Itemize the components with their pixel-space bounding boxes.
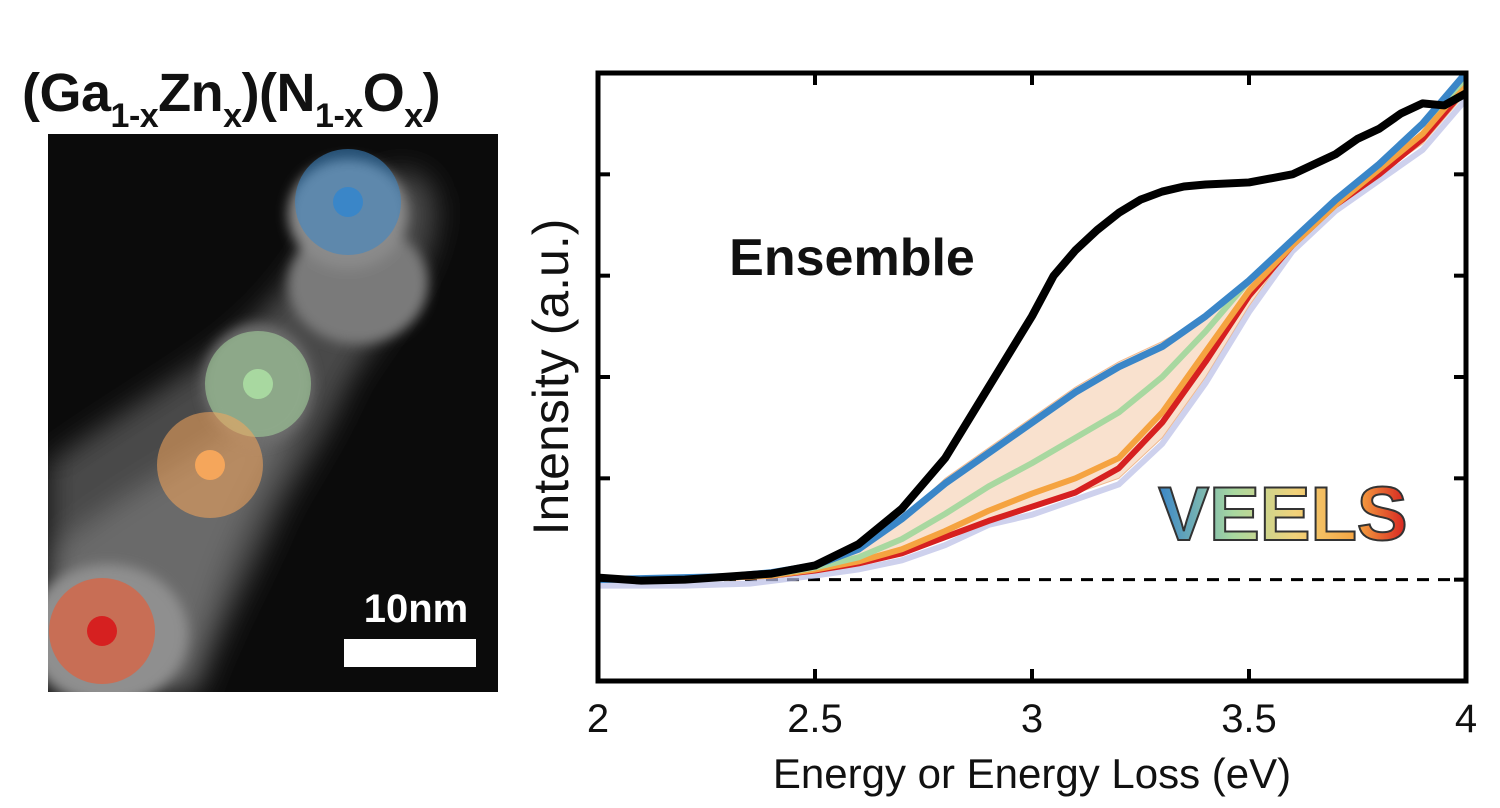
probe-spot-orange [157,412,263,518]
probe-spot-green [205,331,311,437]
stem-micrograph: 10nm [48,134,498,692]
plot-frame [595,70,1469,684]
x-tick-label: 4 [1455,697,1477,741]
probe-spot-red [49,578,155,684]
x-axis-label: Energy or Energy Loss (eV) [773,750,1291,797]
x-tick-label: 3 [1021,697,1043,741]
veels-annotation: VEELS [1158,472,1407,557]
x-tick-label: 3.5 [1221,697,1277,741]
scale-bar-label: 10nm [364,587,469,631]
scale-bar [344,639,476,667]
x-tick-label: 2.5 [787,697,843,741]
veels-lower-shadow [598,97,1466,589]
y-axis-label: Intensity (a.u.) [523,219,579,536]
x-tick-label: 2 [587,697,609,741]
probe-spot-blue [295,149,401,255]
series-line-ensemble [598,89,1466,585]
sample-formula: (Ga1-xZnx)(N1-xOx) [22,63,441,135]
ensemble-annotation: Ensemble [729,229,975,287]
